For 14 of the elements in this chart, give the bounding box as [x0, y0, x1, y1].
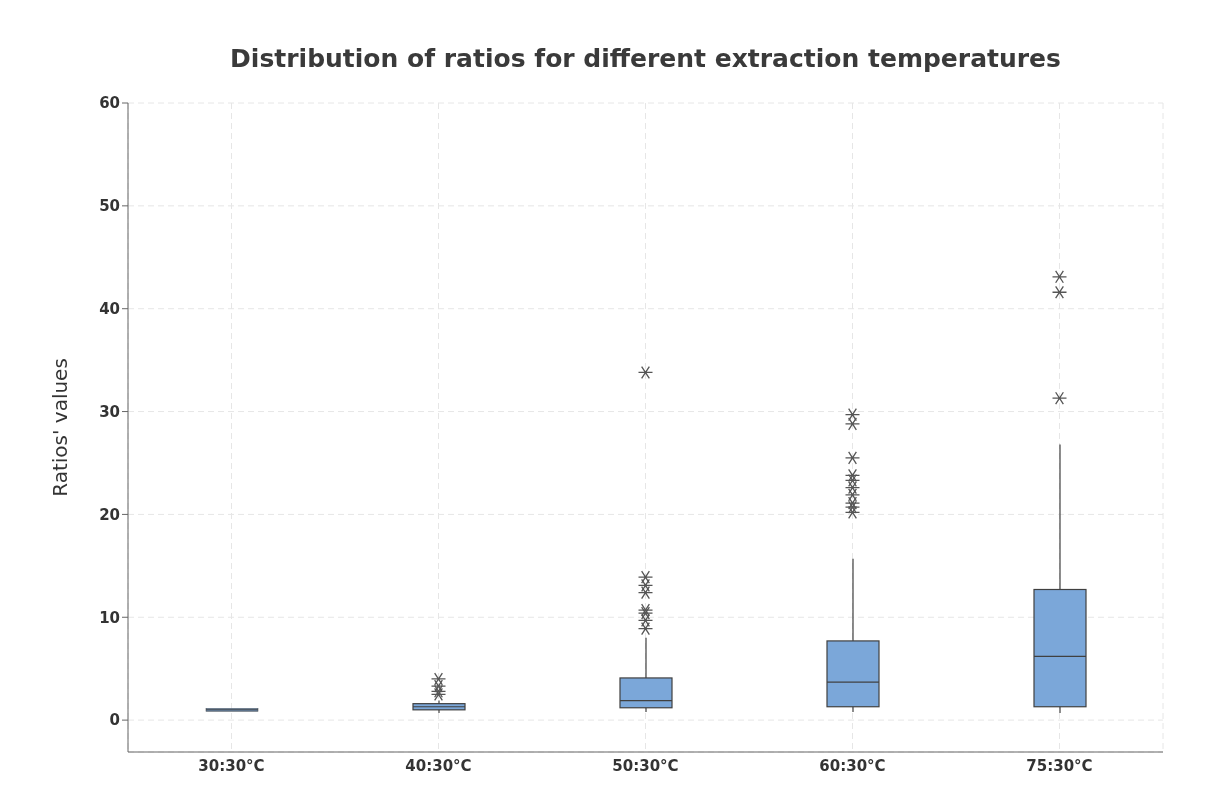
y-tick-label: 20 [99, 505, 120, 524]
y-tick-label: 50 [99, 197, 120, 216]
y-tick-label: 40 [99, 300, 120, 319]
chart-title: Distribution of ratios for different extraction temperatures [229, 44, 1062, 73]
x-tick-label: 40:30°C [405, 756, 472, 775]
y-axis-title: Ratios' values [48, 358, 73, 497]
y-tick-label: 60 [99, 94, 120, 113]
x-tick-label: 50:30°C [612, 756, 679, 775]
x-tick-label: 60:30°C [819, 756, 886, 775]
y-tick-label: 30 [99, 402, 120, 421]
x-tick-label: 30:30°C [198, 756, 265, 775]
x-tick-label: 75:30°C [1026, 756, 1093, 775]
y-tick-label: 0 [109, 711, 120, 730]
y-tick-label: 10 [99, 608, 120, 627]
